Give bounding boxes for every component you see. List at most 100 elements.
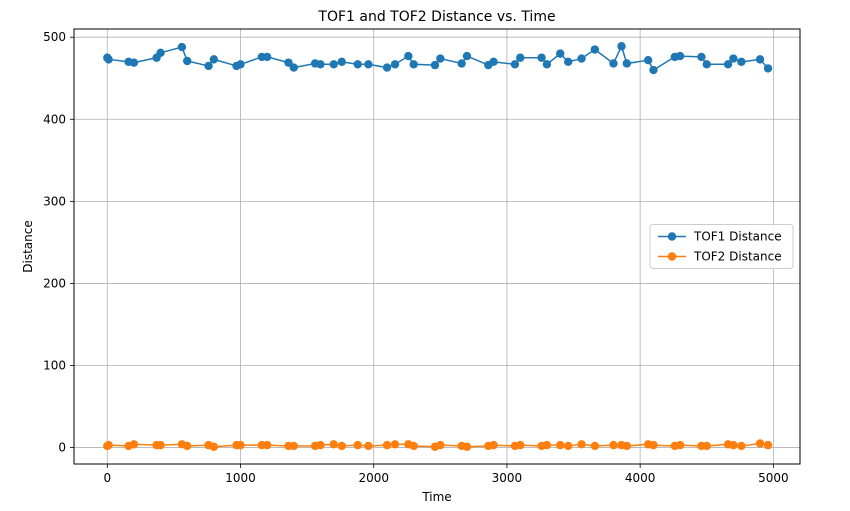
data-point — [436, 54, 445, 63]
data-point — [622, 59, 632, 68]
data-point — [755, 55, 765, 64]
legend-box — [649, 224, 794, 269]
data-point — [409, 441, 418, 451]
data-point — [390, 440, 400, 449]
data-point — [577, 440, 586, 449]
data-point — [129, 58, 139, 67]
data-point — [390, 60, 400, 69]
data-point — [737, 57, 746, 67]
data-point — [329, 60, 338, 69]
data-point — [675, 51, 685, 61]
data-point — [622, 441, 632, 451]
data-point — [489, 57, 498, 67]
y-tick-label: 0 — [58, 441, 66, 455]
data-point — [763, 64, 773, 73]
data-point — [364, 60, 373, 69]
data-point — [556, 440, 565, 450]
data-point — [537, 53, 546, 62]
legend-label: TOF1 Distance — [693, 230, 782, 244]
data-point — [590, 45, 600, 54]
data-point — [516, 53, 525, 62]
legend-marker — [667, 252, 677, 261]
data-point — [204, 61, 213, 71]
axis-ticks: 0 1000 2000 3000 4000 5000 0 100 200 300 400 500 — [43, 30, 789, 485]
data-point — [156, 440, 165, 450]
series-1 — [103, 42, 773, 75]
data-point — [404, 51, 413, 61]
data-point — [236, 440, 245, 450]
plot-frame — [73, 28, 801, 465]
data-point — [542, 440, 552, 450]
data-point — [729, 440, 738, 450]
data-point — [353, 440, 362, 450]
legend: TOF1 Distance TOF2 Distance — [649, 224, 794, 269]
legend-label: TOF2 Distance — [693, 250, 782, 264]
data-point — [590, 441, 600, 451]
data-point — [409, 60, 418, 69]
data-point — [316, 440, 325, 450]
data-point — [697, 52, 706, 62]
data-point — [183, 441, 192, 451]
data-point — [702, 60, 711, 69]
data-point — [156, 48, 165, 57]
x-tick-label: 5000 — [758, 471, 789, 485]
data-point — [337, 57, 346, 67]
legend-marker — [667, 232, 677, 241]
data-point — [649, 440, 658, 450]
data-point — [430, 60, 440, 70]
data-point — [462, 442, 472, 451]
x-tick-label: 3000 — [492, 471, 523, 485]
data-point — [542, 60, 552, 69]
data-point — [382, 440, 392, 450]
data-point — [353, 60, 362, 69]
data-point — [316, 60, 325, 69]
data-point — [516, 440, 525, 450]
y-tick-label: 200 — [43, 276, 66, 290]
data-point — [617, 42, 626, 51]
data-point — [457, 59, 466, 68]
data-point — [262, 440, 272, 450]
data-point — [289, 63, 298, 72]
y-axis-label: Distance — [21, 220, 35, 272]
data-point — [104, 55, 113, 64]
data-point — [209, 55, 219, 64]
data-point — [675, 440, 685, 450]
data-point — [382, 63, 392, 72]
data-point — [755, 439, 765, 448]
data-point — [643, 55, 653, 65]
x-tick-label: 0 — [103, 471, 111, 485]
x-tick-label: 2000 — [358, 471, 389, 485]
data-point — [702, 441, 711, 451]
data-point — [609, 440, 618, 450]
y-tick-label: 500 — [43, 30, 66, 44]
data-point — [609, 59, 618, 68]
data-point — [177, 42, 187, 52]
data-point — [209, 442, 219, 451]
data-point — [337, 441, 346, 451]
x-tick-label: 1000 — [225, 471, 256, 485]
data-point — [436, 440, 445, 450]
data-point — [510, 60, 520, 69]
data-point — [564, 57, 573, 67]
data-point — [462, 51, 472, 61]
data-point — [284, 58, 293, 67]
data-point — [289, 441, 298, 451]
plot-series — [103, 42, 773, 451]
data-point — [104, 440, 113, 450]
x-axis-label: Time — [421, 490, 451, 504]
data-point — [129, 440, 139, 449]
data-point — [729, 54, 738, 63]
data-point — [236, 60, 245, 69]
data-point — [649, 65, 658, 75]
y-tick-label: 400 — [43, 112, 66, 126]
data-point — [262, 52, 272, 62]
y-tick-label: 300 — [43, 194, 66, 208]
data-point — [577, 54, 586, 63]
chart-title: TOF1 and TOF2 Distance vs. Time — [317, 9, 555, 25]
data-point — [564, 441, 573, 451]
data-point — [556, 49, 565, 58]
data-point — [723, 60, 733, 69]
data-point — [329, 440, 338, 449]
